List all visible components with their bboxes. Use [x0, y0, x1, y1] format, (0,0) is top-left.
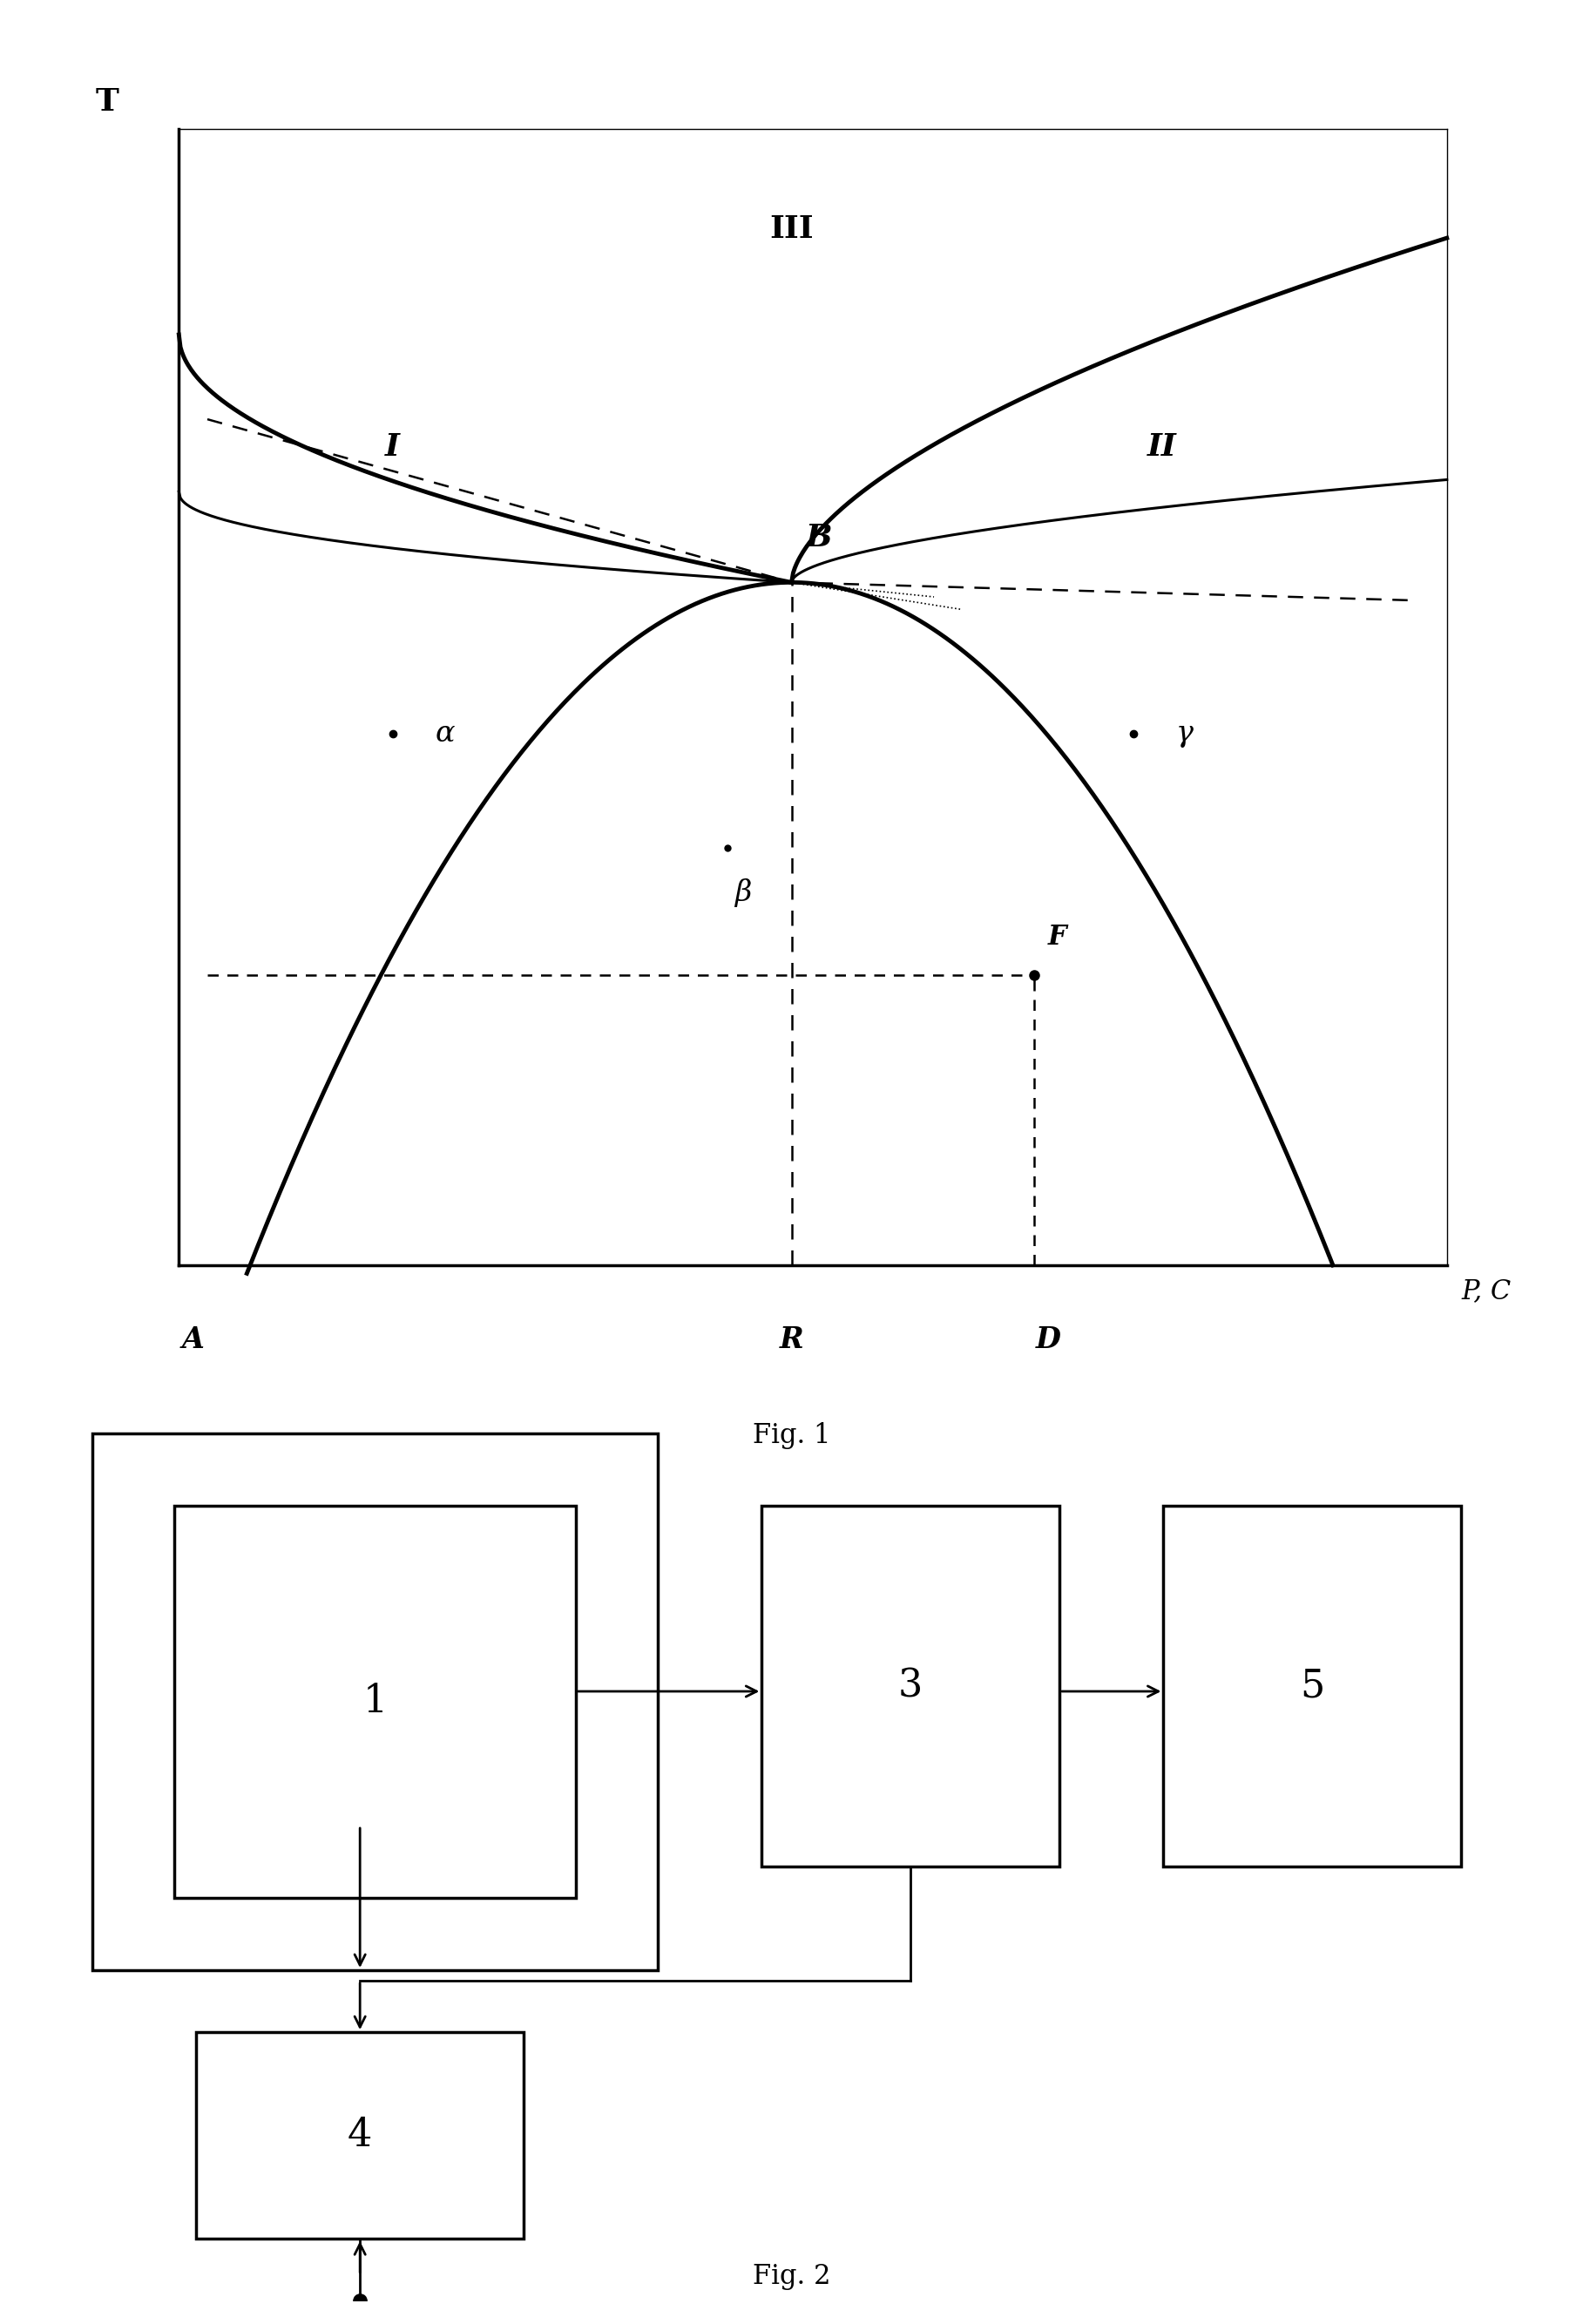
Text: P, C: P, C [1461, 1278, 1512, 1304]
Text: Fig. 2: Fig. 2 [752, 2264, 831, 2291]
Text: Fig. 1: Fig. 1 [752, 1422, 831, 1450]
Text: III: III [769, 214, 814, 244]
Text: D: D [1035, 1325, 1061, 1355]
Bar [761, 1506, 1059, 1866]
Text: 4: 4 [348, 2117, 372, 2154]
Text: 3: 3 [898, 1666, 923, 1706]
Text: A: A [182, 1325, 204, 1355]
Text: 5: 5 [1300, 1666, 1325, 1706]
Text: F: F [1048, 925, 1067, 951]
Text: I: I [385, 432, 400, 462]
Text: II: II [1148, 432, 1176, 462]
Bar [196, 2031, 524, 2238]
Bar [1164, 1506, 1461, 1866]
Text: 1: 1 [363, 1683, 388, 1720]
Text: γ: γ [1176, 720, 1194, 748]
Text: T: T [97, 88, 119, 116]
Text: R: R [779, 1325, 804, 1355]
Text: α: α [435, 720, 454, 748]
Text: B: B [806, 523, 833, 553]
Text: β: β [735, 878, 752, 906]
Bar [174, 1506, 576, 1899]
Bar [92, 1434, 657, 1971]
